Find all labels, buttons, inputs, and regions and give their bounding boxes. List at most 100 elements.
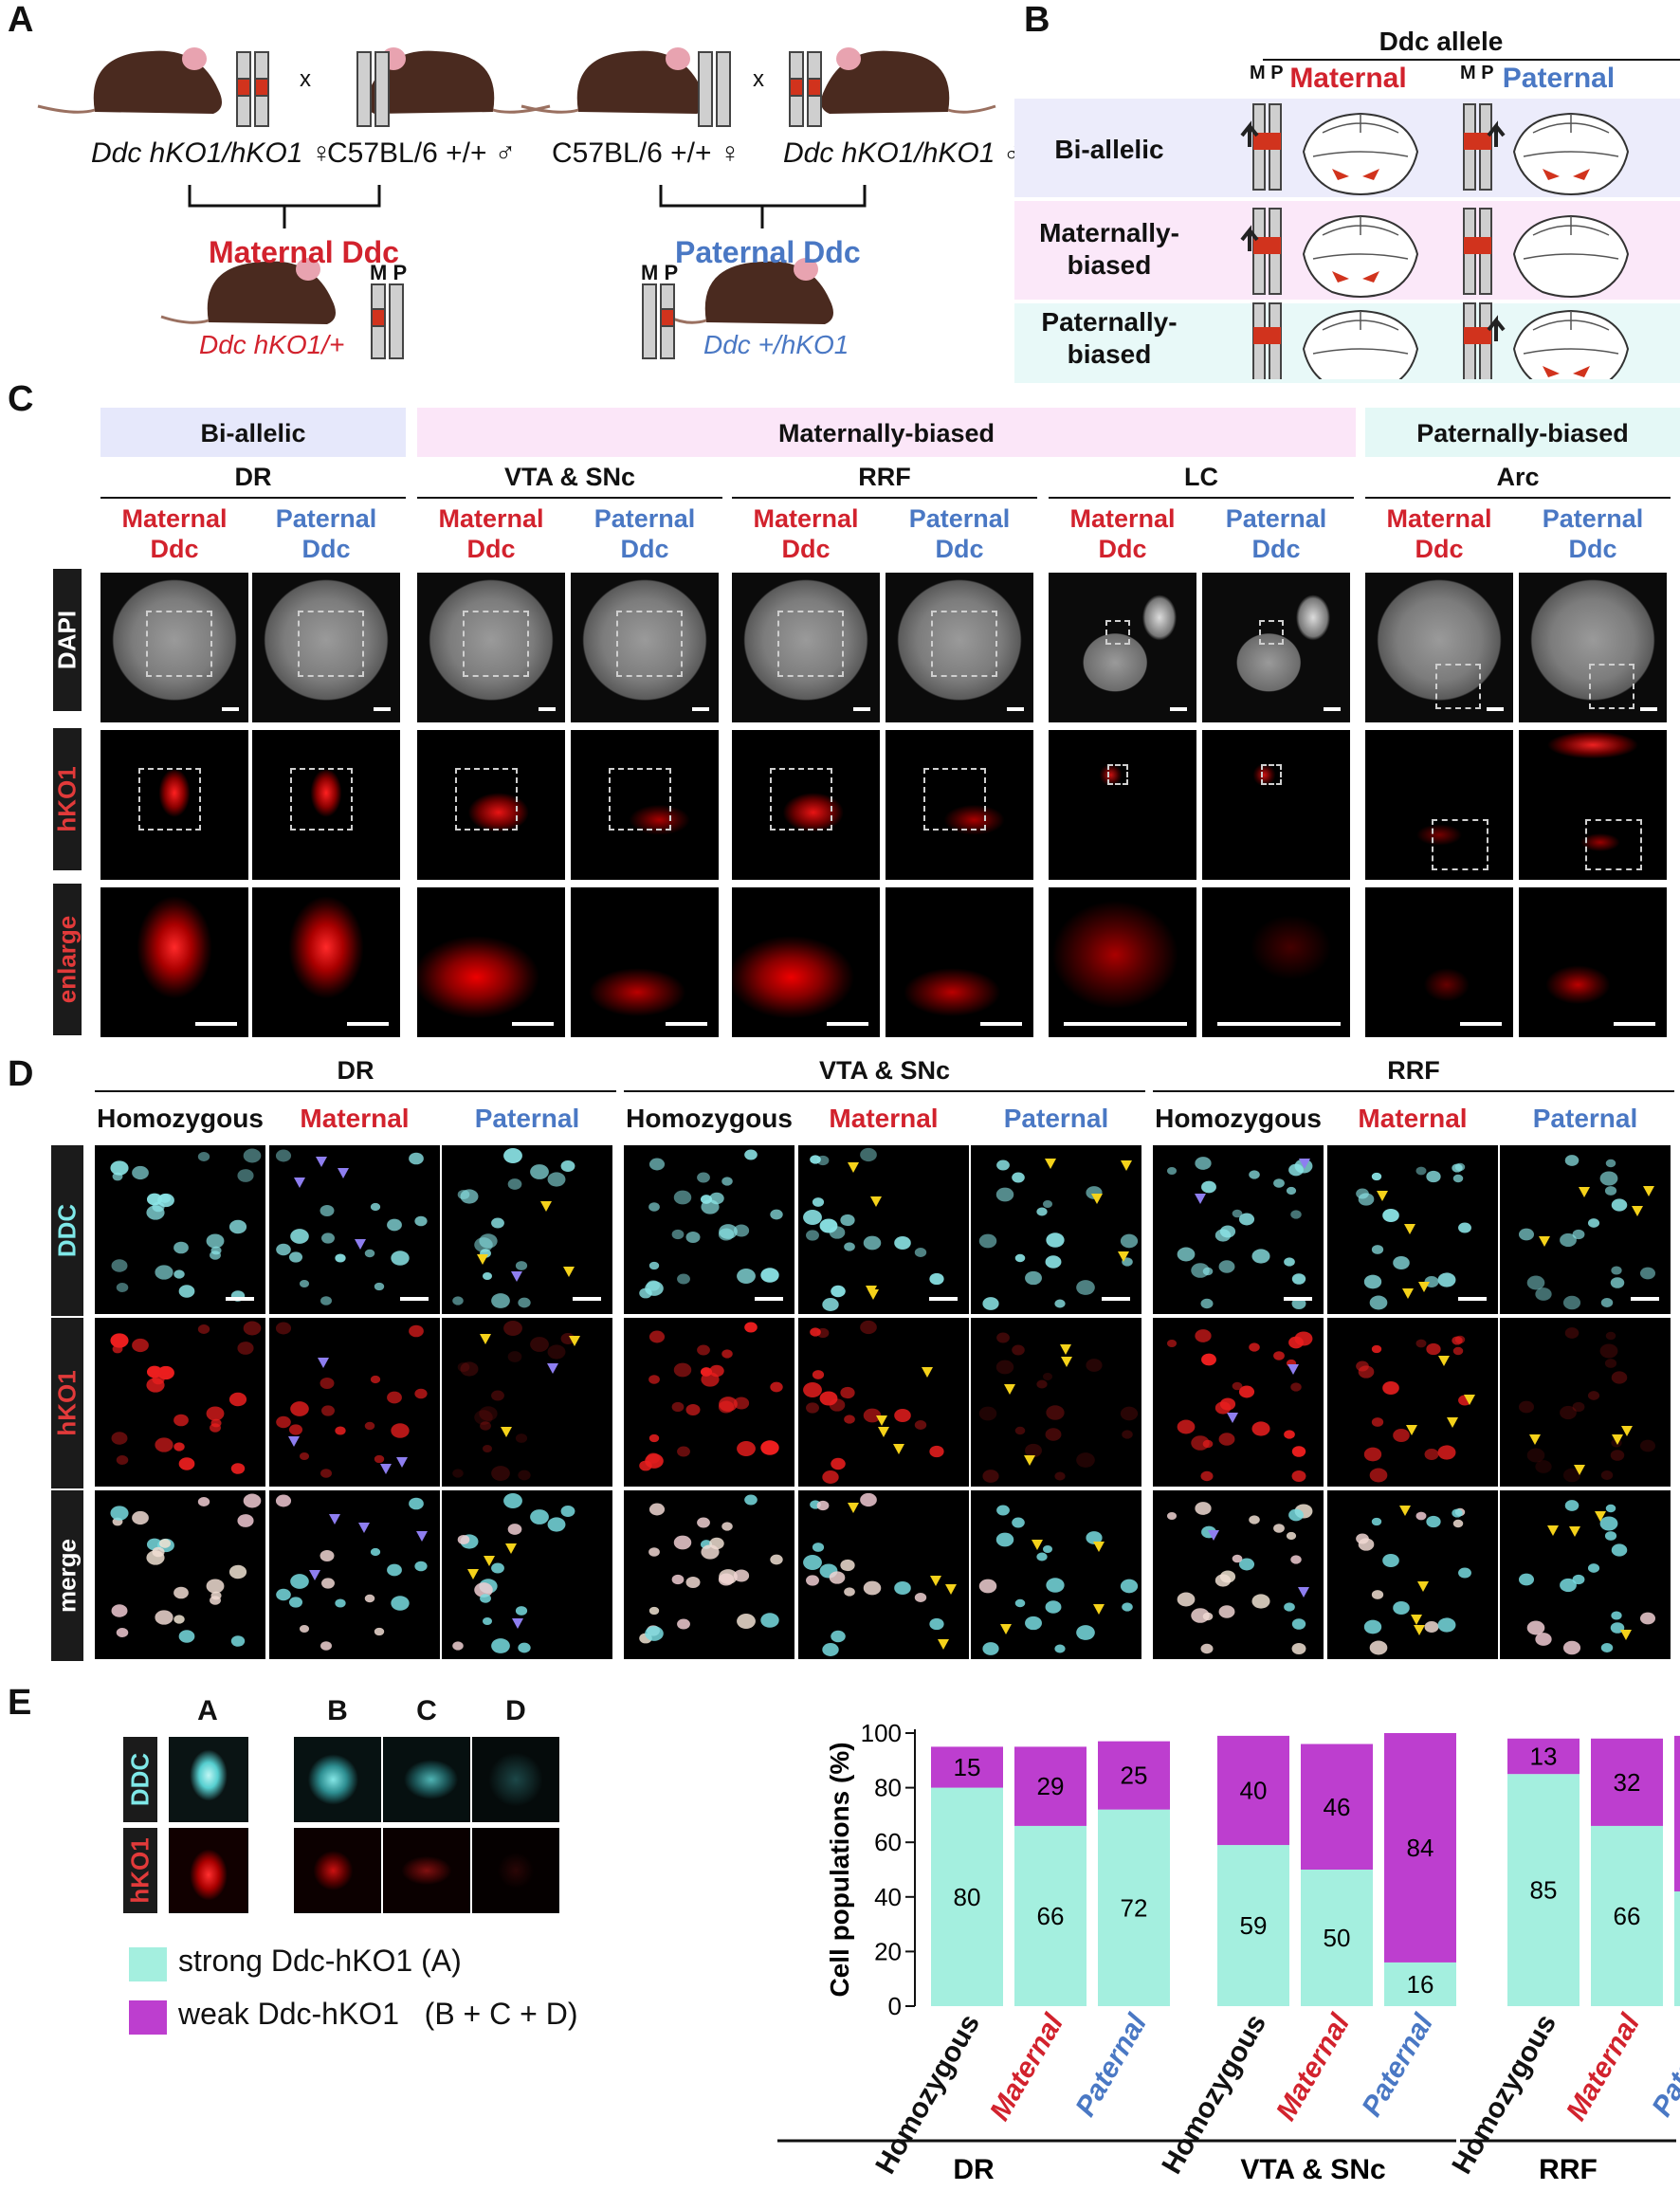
allele-expression-schematic — [1240, 103, 1629, 379]
col-maternal-ddc: Ddc — [1415, 535, 1464, 563]
cell-scatter — [639, 1149, 783, 1299]
right-male-genotype: Ddc hKO1/hKO1 ♂ — [783, 137, 1025, 169]
ddc-image — [95, 1145, 265, 1314]
arrowhead-icon — [1595, 1511, 1606, 1522]
left-female-genotype: Ddc hKO1/hKO1 ♀ — [91, 137, 333, 169]
hko1-image — [1519, 730, 1667, 880]
y-tick-label: 40 — [874, 1883, 902, 1911]
chromosome-pair-icon — [236, 51, 822, 359]
hko1-image — [971, 1318, 1141, 1487]
merge-image — [442, 1490, 612, 1659]
col-maternal: Maternal — [1358, 1104, 1468, 1133]
cell-scatter — [978, 1332, 1139, 1483]
cross-symbol: x — [753, 66, 764, 92]
x-category-label: Paternal — [1069, 2008, 1153, 2122]
dapi-image — [100, 573, 248, 722]
data-label-weak: 32 — [1614, 1768, 1641, 1797]
hko1-image — [571, 730, 719, 880]
data-label-strong: 80 — [954, 1883, 981, 1911]
arrowhead-icon — [848, 1503, 859, 1513]
enlarged-image — [571, 887, 719, 1037]
col-maternal: Maternal — [829, 1104, 939, 1133]
col-paternal-ddc: Ddc — [935, 535, 984, 563]
arrowhead-icon — [1464, 1395, 1475, 1405]
row-label-ddc: DDC — [123, 1737, 157, 1822]
dapi-image — [1202, 573, 1350, 722]
col-paternal-ddc: Paternal — [1225, 504, 1327, 533]
arrowhead-icon — [1287, 1364, 1299, 1375]
arrowhead-icon — [1539, 1236, 1550, 1247]
arrowhead-icon — [878, 1427, 889, 1437]
cell-b-ddc — [294, 1737, 381, 1822]
arrowhead-icon — [358, 1523, 370, 1533]
arrowhead-icon — [416, 1531, 428, 1542]
col-homozygous: Homozygous — [97, 1104, 264, 1133]
dapi-image — [1049, 573, 1196, 722]
arrowhead-icon — [1208, 1530, 1219, 1541]
col-maternal-ddc: Maternal — [1386, 504, 1492, 533]
arrowhead-icon — [930, 1576, 941, 1586]
arrowhead-icon — [945, 1584, 957, 1595]
cell-scatter — [452, 1148, 575, 1308]
mp-label: M P — [1250, 63, 1284, 83]
cross-symbol: x — [300, 66, 311, 92]
col-paternal-ddc: Ddc — [1568, 535, 1617, 563]
maternal-genotype: Ddc hKO1/+ — [199, 330, 345, 359]
enlarged-image — [732, 887, 880, 1037]
hko1-image — [417, 730, 565, 880]
cell-d-ddc — [472, 1737, 559, 1822]
arrowhead-icon — [355, 1239, 366, 1250]
dapi-image — [886, 573, 1033, 722]
legend-weak: weak Ddc-hKO1 (B + C + D) — [178, 1997, 578, 2031]
bar-weak — [931, 1746, 1003, 1788]
bar-strong — [1217, 1845, 1289, 2006]
x-category-label: Paternal — [1356, 2008, 1439, 2122]
cell-scatter — [1518, 1327, 1656, 1483]
mp-label: M P — [1460, 63, 1494, 83]
arrowhead-icon — [1298, 1587, 1309, 1598]
col-maternal: Maternal — [1289, 63, 1407, 94]
merge-image — [95, 1490, 265, 1659]
arrowhead-icon — [1574, 1465, 1585, 1475]
region-rrf: RRF — [1387, 1056, 1440, 1085]
group-label: DR — [953, 2154, 995, 2185]
data-label-strong: 72 — [1121, 1893, 1148, 1922]
enlarged-image — [100, 887, 248, 1037]
hko1-image — [100, 730, 248, 880]
arrowhead-icon — [1418, 1282, 1430, 1292]
hko1-image — [624, 1318, 794, 1487]
arrowhead-icon — [1579, 1187, 1590, 1197]
dapi-image — [1519, 573, 1667, 722]
bar-weak — [1301, 1744, 1373, 1870]
mouse-icon — [667, 258, 833, 324]
ddc-image — [971, 1145, 1141, 1314]
panel-e-images: A B C D DDC hKO1 strong Ddc-hKO1 (A) wea… — [0, 1678, 777, 2191]
col-maternal-ddc: Ddc — [781, 535, 831, 563]
row-label-dapi: DAPI — [53, 569, 82, 711]
arrowhead-icon — [1404, 1224, 1415, 1234]
cell-scatter — [803, 1320, 944, 1484]
maternal-ddc-title: Maternal Ddc — [209, 235, 399, 269]
arrowhead-icon — [1406, 1425, 1417, 1435]
data-label-strong: 66 — [1614, 1902, 1641, 1930]
col-paternal-ddc: Paternal — [275, 504, 377, 533]
arrowhead-icon — [1447, 1417, 1458, 1428]
col-paternal-ddc: Ddc — [1251, 535, 1301, 563]
col-paternal-ddc: Ddc — [301, 535, 351, 563]
arrowhead-icon — [876, 1415, 887, 1426]
hko1-image — [1365, 730, 1513, 880]
panel-label-d: D — [8, 1054, 34, 1094]
panel-a: x x Ddc hKO1/hKO1 ♀ C57BL/6 +/+ ♂ C57BL/… — [0, 0, 1024, 370]
arrowhead-icon — [484, 1556, 495, 1566]
panel-d: DR VTA & SNc RRF Homozygous Maternal Pater… — [0, 1050, 1680, 1667]
col-paternal-ddc: Paternal — [908, 504, 1011, 533]
cell-scatter — [639, 1494, 783, 1644]
arrowhead-icon — [1414, 1625, 1425, 1635]
bar-weak — [1217, 1735, 1289, 1846]
data-label-weak: 40 — [1240, 1776, 1268, 1804]
mouse-icon — [821, 47, 996, 114]
bar-strong — [1098, 1809, 1170, 2006]
arrowhead-icon — [893, 1444, 904, 1454]
region-arc: Arc — [1496, 463, 1540, 491]
group-bi-allelic: Bi-allelic — [100, 408, 406, 457]
